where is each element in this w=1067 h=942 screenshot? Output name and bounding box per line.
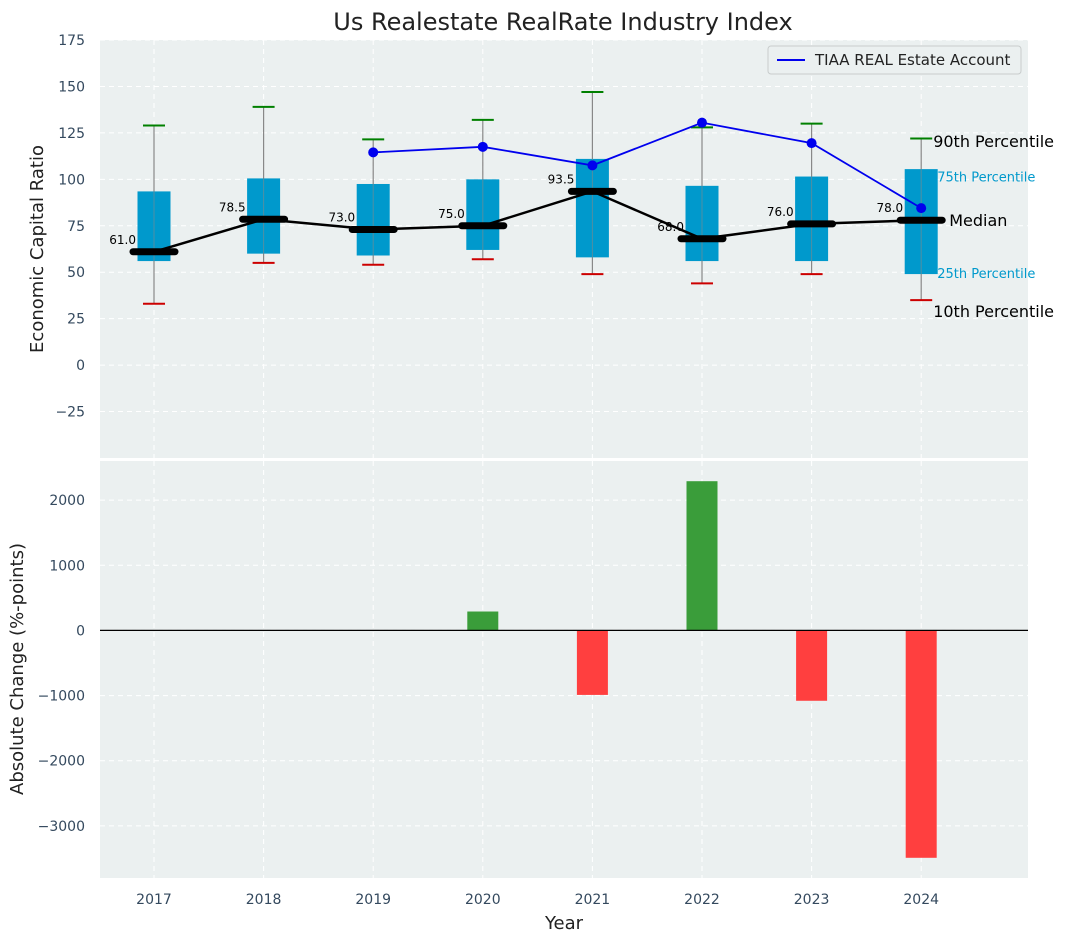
x-axis-label: Year — [544, 913, 584, 934]
bar-chart-panel: −3000 −2000 −1000 0 1000 2000 2017 2018 2019 202… — [7, 461, 1028, 934]
top-y-tick-label: 50 — [67, 265, 85, 281]
box-plot-boxes: 61.0 78.5 73.0 75.0 93.5 68.0 76.0 78.0 — [109, 91, 946, 305]
tiaa-point-2019 — [368, 147, 379, 158]
top-y-tick-label: 150 — [58, 79, 85, 95]
annotation-p90: 90th Percentile — [933, 132, 1054, 151]
top-y-tick-label: 0 — [76, 358, 85, 374]
bottom-y-tick-label: −3000 — [38, 819, 85, 835]
median-label-2017: 61.0 — [109, 233, 136, 247]
bottom-y-tick-label: 2000 — [49, 493, 85, 509]
bottom-plot-background — [100, 461, 1028, 878]
annotation-median: Median — [949, 211, 1007, 230]
x-tick-labels: 2017 2018 2019 2020 2021 2022 2023 2024 — [136, 892, 939, 908]
change-bar-2024 — [905, 630, 937, 858]
x-tick-label-2021: 2021 — [575, 892, 611, 908]
box-2019 — [356, 138, 390, 266]
top-y-tick-labels: −25 0 25 50 75 100 125 150 175 — [55, 33, 85, 421]
annotation-p25: 25th Percentile — [937, 267, 1035, 282]
median-label-2023: 76.0 — [767, 205, 794, 219]
tiaa-point-2020 — [477, 141, 488, 152]
median-label-2024: 78.0 — [876, 201, 903, 215]
legend: TIAA REAL Estate Account — [767, 45, 1022, 75]
bottom-y-tick-label: 1000 — [49, 558, 85, 574]
tiaa-point-2021 — [587, 160, 598, 171]
bottom-y-tick-labels: −3000 −2000 −1000 0 1000 2000 — [38, 493, 85, 835]
annotation-p75: 75th Percentile — [937, 170, 1035, 185]
x-tick-label-2019: 2019 — [355, 892, 391, 908]
median-label-2022: 68.0 — [657, 220, 684, 234]
top-y-axis-label: Economic Capital Ratio — [27, 145, 48, 353]
x-tick-label-2024: 2024 — [903, 892, 939, 908]
chart-title: Us Realestate RealRate Industry Index — [333, 8, 792, 36]
percentile-annotations: 90th Percentile 75th Percentile Median 25th… — [933, 132, 1054, 321]
x-tick-label-2022: 2022 — [684, 892, 720, 908]
tiaa-line — [373, 121, 922, 209]
box-plot-panel: −25 0 25 50 75 100 125 150 175 61.0 78.5 73.0 75.0 9… — [27, 33, 1054, 458]
top-y-tick-label: −25 — [55, 405, 85, 421]
bottom-y-tick-label: 0 — [76, 623, 85, 639]
legend-frame — [767, 45, 1022, 75]
box-2022 — [685, 126, 719, 285]
x-tick-label-2020: 2020 — [465, 892, 501, 908]
bottom-y-tick-label: −1000 — [38, 689, 85, 705]
annotation-p10: 10th Percentile — [933, 302, 1054, 321]
tiaa-point-2022 — [697, 117, 707, 128]
change-bars — [467, 481, 937, 858]
box-2020 — [466, 118, 500, 261]
change-bar-2022 — [686, 481, 718, 631]
top-y-tick-label: 25 — [67, 312, 85, 328]
box-2023 — [795, 122, 829, 276]
tiaa-point-2023 — [806, 138, 817, 149]
median-label-2018: 78.5 — [219, 200, 246, 214]
median-label-2021: 93.5 — [548, 172, 575, 186]
top-y-tick-label: 75 — [67, 219, 85, 235]
x-tick-label-2018: 2018 — [246, 892, 282, 908]
x-tick-label-2023: 2023 — [794, 892, 830, 908]
change-bar-2021 — [576, 630, 608, 695]
median-label-2019: 73.0 — [328, 210, 355, 224]
top-plot-background — [100, 40, 1028, 458]
change-bar-2020 — [467, 611, 499, 631]
bottom-y-tick-label: −2000 — [38, 754, 85, 770]
change-bar-2023 — [796, 630, 828, 701]
bottom-y-axis-label: Absolute Change (%-points) — [7, 543, 28, 795]
top-y-tick-label: 100 — [58, 172, 85, 188]
x-tick-label-2017: 2017 — [136, 892, 172, 908]
legend-label: TIAA REAL Estate Account — [814, 51, 1011, 69]
median-label-2020: 75.0 — [438, 207, 465, 221]
tiaa-point-2024 — [916, 203, 927, 214]
box-2021 — [575, 91, 609, 276]
top-y-tick-label: 175 — [58, 33, 85, 49]
tiaa-series — [368, 117, 927, 214]
top-y-tick-label: 125 — [58, 126, 85, 142]
